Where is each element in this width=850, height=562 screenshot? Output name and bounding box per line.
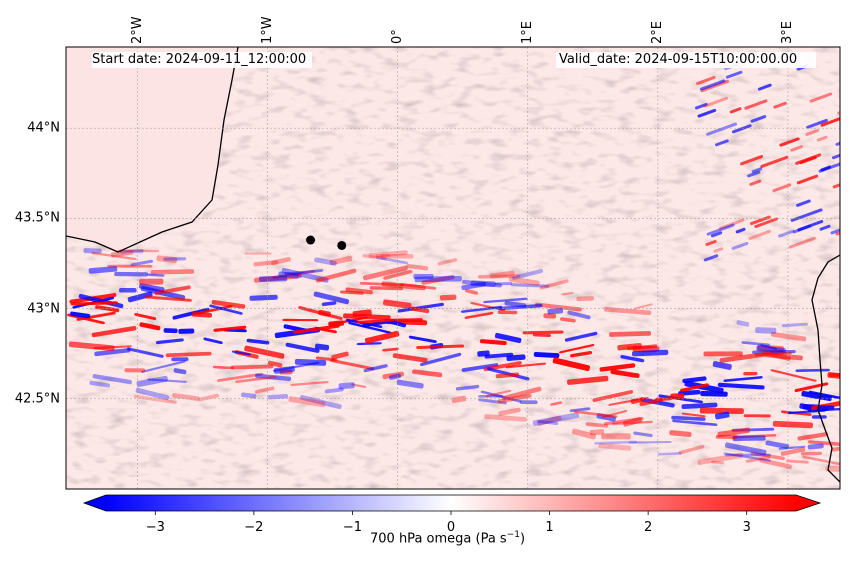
atlantic-region <box>66 47 238 250</box>
lon-tick-label: 1°W <box>259 16 275 44</box>
lat-tick-label: 43°N <box>27 301 60 317</box>
colorbar-tick-label: 1 <box>545 520 554 535</box>
colorbar-tick-marks <box>154 511 748 515</box>
colorbar-tick-label: 3 <box>742 520 751 535</box>
lon-tick-label: 2°W <box>129 16 145 44</box>
station-point <box>337 240 347 250</box>
colorbar-extend-high <box>796 495 820 511</box>
valid-date-label: Valid_date: 2024-09-15T10:00:00.00 <box>559 52 798 67</box>
omega-field <box>66 47 840 489</box>
colorbar-tick-label: −2 <box>244 520 264 535</box>
lat-tick-label: 42.5°N <box>14 391 60 407</box>
lon-tick-label: 1°E <box>519 21 535 44</box>
colorbar-gradient <box>106 495 796 511</box>
mediterranean-coastline <box>811 254 840 483</box>
graticule <box>66 47 840 489</box>
colorbar-tick-label: −1 <box>342 520 363 535</box>
start-date-label: Start date: 2024-09-11_12:00:00 <box>92 52 307 67</box>
colorbar-tick-label: 2 <box>644 520 653 535</box>
lon-tick-label: 0° <box>389 29 405 44</box>
colorbar <box>82 494 822 515</box>
station-point <box>306 235 316 245</box>
atlantic-coastline <box>66 47 239 253</box>
colorbar-tick-label: 0 <box>446 520 456 535</box>
lon-tick-label: 3°E <box>779 21 795 44</box>
lat-tick-label: 44°N <box>27 120 60 136</box>
lon-tick-label: 2°E <box>649 21 665 44</box>
colorbar-tick-label: −3 <box>145 520 165 535</box>
colorbar-label: 700 hPa omega (Pa s−1) <box>370 530 526 547</box>
lat-tick-label: 43.5°N <box>14 210 60 226</box>
station-points <box>306 235 347 250</box>
mountain-wave-bands <box>67 63 840 473</box>
colorbar-extend-low <box>84 495 106 511</box>
map-frame <box>65 46 841 490</box>
